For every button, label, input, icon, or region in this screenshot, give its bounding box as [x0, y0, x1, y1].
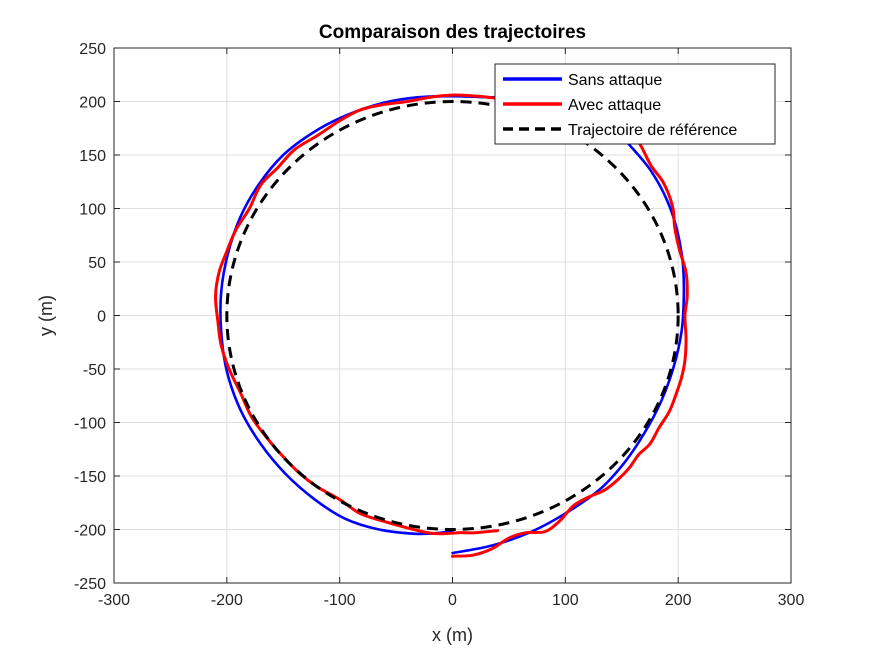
chart-title: Comparaison des trajectoires — [319, 22, 586, 43]
y-tick-label: -150 — [74, 469, 106, 486]
x-tick-label: 200 — [665, 592, 692, 609]
y-tick-label: 50 — [88, 255, 106, 272]
x-tick-label: -200 — [211, 592, 243, 609]
legend-label: Trajectoire de référence — [568, 122, 737, 139]
y-tick-label: -250 — [74, 576, 106, 593]
y-tick-label: -100 — [74, 416, 106, 433]
y-tick-label: 100 — [79, 202, 106, 219]
y-tick-label: -200 — [74, 523, 106, 540]
legend-label: Avec attaque — [568, 97, 661, 114]
x-tick-label: 300 — [778, 592, 805, 609]
legend: Sans attaque Avec attaque Trajectoire de r… — [494, 63, 776, 145]
x-tick-label: -300 — [98, 592, 130, 609]
x-tick-label: 0 — [448, 592, 457, 609]
y-tick-label: -50 — [83, 362, 106, 379]
y-tick-label: 200 — [79, 95, 106, 112]
legend-label: Sans attaque — [568, 72, 662, 89]
y-tick-label: 250 — [79, 41, 106, 58]
axis-ticks: -300 -200 -100 0 100 200 300 -250 -200 -150 -100 -5… — [74, 41, 804, 609]
x-axis-label: x (m) — [432, 625, 473, 645]
x-tick-label: 100 — [552, 592, 579, 609]
y-tick-label: 0 — [97, 309, 106, 326]
series-line-reference — [225, 100, 680, 531]
y-axis-label: y (m) — [36, 295, 56, 336]
x-tick-label: -100 — [324, 592, 356, 609]
y-tick-label: 150 — [79, 148, 106, 165]
